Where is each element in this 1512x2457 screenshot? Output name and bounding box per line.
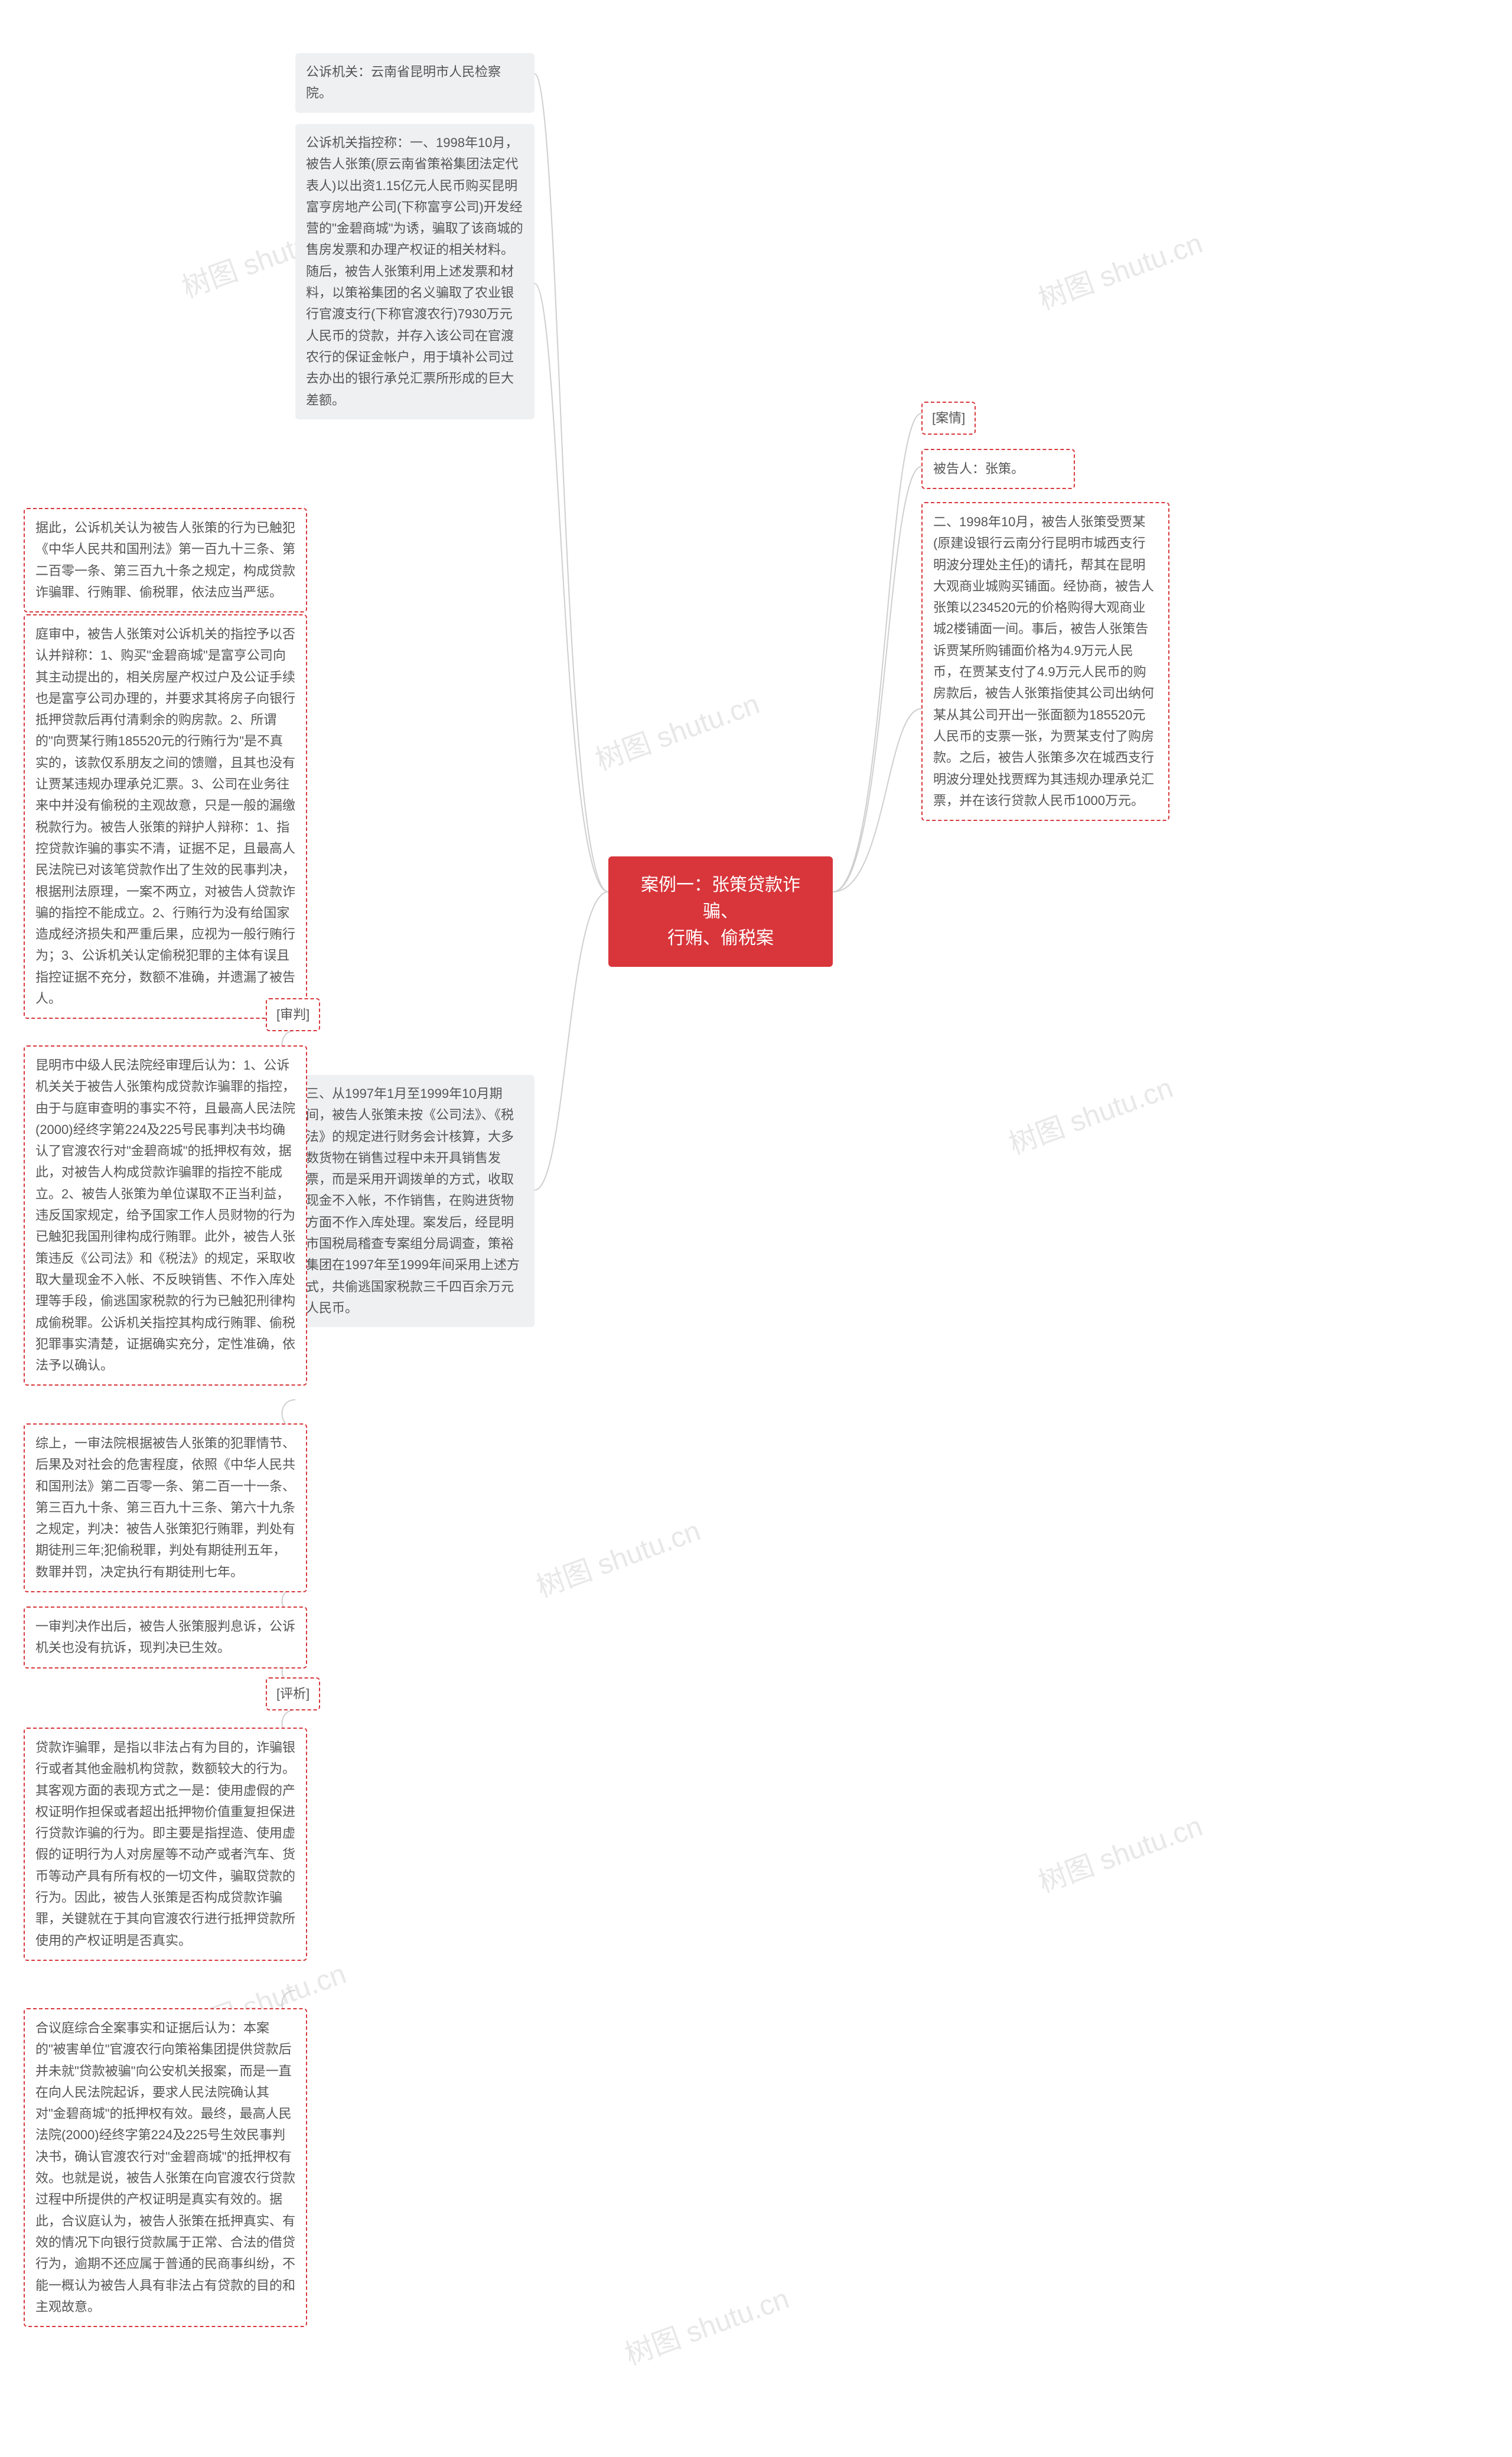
left-analysis-1: 贷款诈骗罪，是指以非法占有为目的，诈骗银行或者其他金融机构贷款，数额较大的行为。… <box>24 1728 307 1961</box>
watermark-text: 树图 shutu.cn <box>618 2275 794 2373</box>
watermark-text: 树图 shutu.cn <box>530 1507 705 1605</box>
left-defense: 庭审中，被告人张策对公诉机关的指控予以否认并辩称：1、购买"金碧商城"是富亨公司… <box>24 614 307 1019</box>
left-court-finding: 昆明市中级人民法院经审理后认为：1、公诉机关关于被告人张策构成贷款诈骗罪的指控，… <box>24 1045 307 1386</box>
left-conclusion-1: 据此，公诉机关认为被告人张策的行为已触犯《中华人民共和国刑法》第一百九十三条、第… <box>24 508 307 612</box>
left-charge-3: 三、从1997年1月至1999年10月期间，被告人张策未按《公司法》、《税法》的… <box>295 1075 535 1327</box>
left-sentence: 综上，一审法院根据被告人张策的犯罪情节、后果及对社会的危害程度，依照《中华人民共… <box>24 1423 307 1592</box>
right-label-case: [案情] <box>921 402 976 435</box>
left-label-trial: [审判] <box>266 998 320 1031</box>
right-charge-2: 二、1998年10月，被告人张策受贾某(原建设银行云南分行昆明市城西支行明波分理… <box>921 502 1169 821</box>
left-label-analysis: [评析] <box>266 1677 320 1710</box>
watermark-text: 树图 shutu.cn <box>1032 1803 1207 1900</box>
watermark-text: 树图 shutu.cn <box>589 680 764 778</box>
watermark-text: 树图 shutu.cn <box>1002 1064 1178 1162</box>
left-analysis-2: 合议庭综合全案事实和证据后认为：本案的"被害单位"官渡农行向策裕集团提供贷款后并… <box>24 2008 307 2327</box>
root-node: 案例一：张策贷款诈骗、行贿、偷税案 <box>608 856 833 967</box>
left-effective: 一审判决作出后，被告人张策服判息诉，公诉机关也没有抗诉，现判决已生效。 <box>24 1606 307 1669</box>
left-charge-1: 公诉机关指控称：一、1998年10月，被告人张策(原云南省策裕集团法定代表人)以… <box>295 124 535 419</box>
left-prosecutor: 公诉机关：云南省昆明市人民检察院。 <box>295 53 535 113</box>
watermark-text: 树图 shutu.cn <box>1032 220 1207 317</box>
right-defendant: 被告人：张策。 <box>921 449 1075 489</box>
